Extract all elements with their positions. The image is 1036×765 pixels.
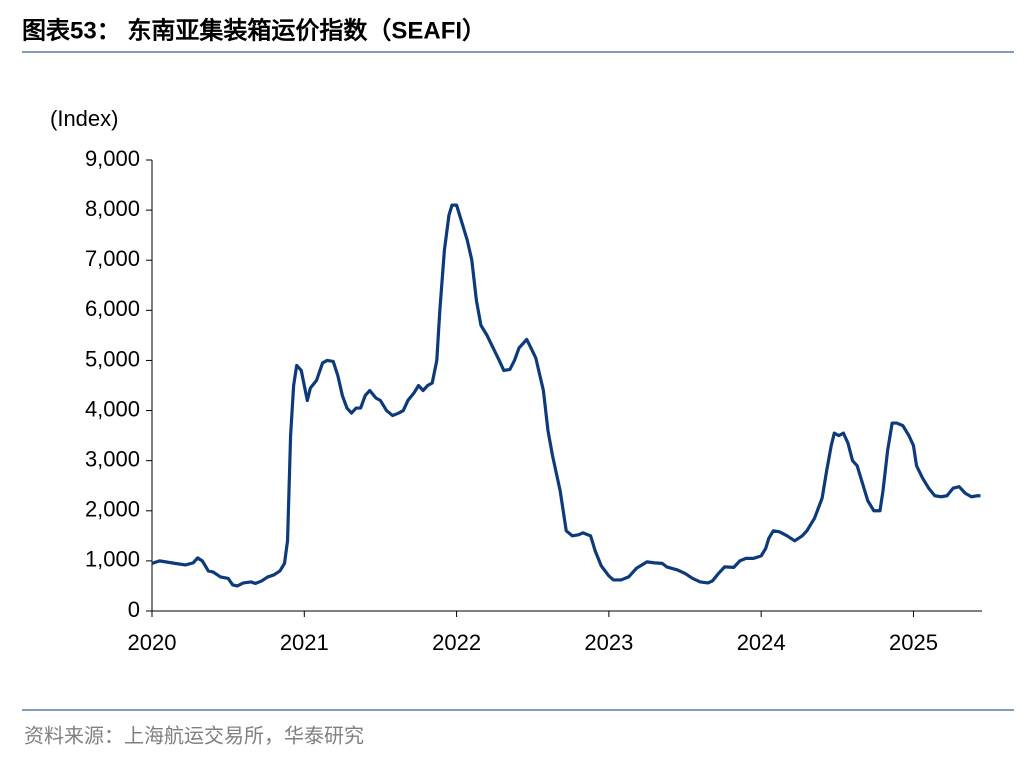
x-tick-label: 2022 — [432, 630, 481, 655]
source-note: 资料来源：上海航运交易所，华泰研究 — [24, 724, 364, 747]
y-tick-label: 8,000 — [85, 196, 140, 221]
x-tick-label: 2024 — [737, 630, 786, 655]
y-tick-label: 5,000 — [85, 346, 140, 371]
chart-title: 图表53： 东南亚集装箱运价指数（SEAFI） — [22, 16, 486, 44]
y-tick-label: 6,000 — [85, 296, 140, 321]
y-tick-label: 7,000 — [85, 246, 140, 271]
y-tick-label: 0 — [128, 597, 140, 622]
y-tick-label: 4,000 — [85, 396, 140, 421]
x-tick-label: 2021 — [280, 630, 329, 655]
y-tick-label: 3,000 — [85, 446, 140, 471]
x-tick-label: 2020 — [128, 630, 177, 655]
x-tick-label: 2023 — [584, 630, 633, 655]
y-tick-label: 9,000 — [85, 146, 140, 171]
y-axis-label: (Index) — [50, 106, 118, 131]
y-tick-label: 2,000 — [85, 497, 140, 522]
x-tick-label: 2025 — [889, 630, 938, 655]
y-tick-label: 1,000 — [85, 547, 140, 572]
data-line — [151, 203, 981, 588]
